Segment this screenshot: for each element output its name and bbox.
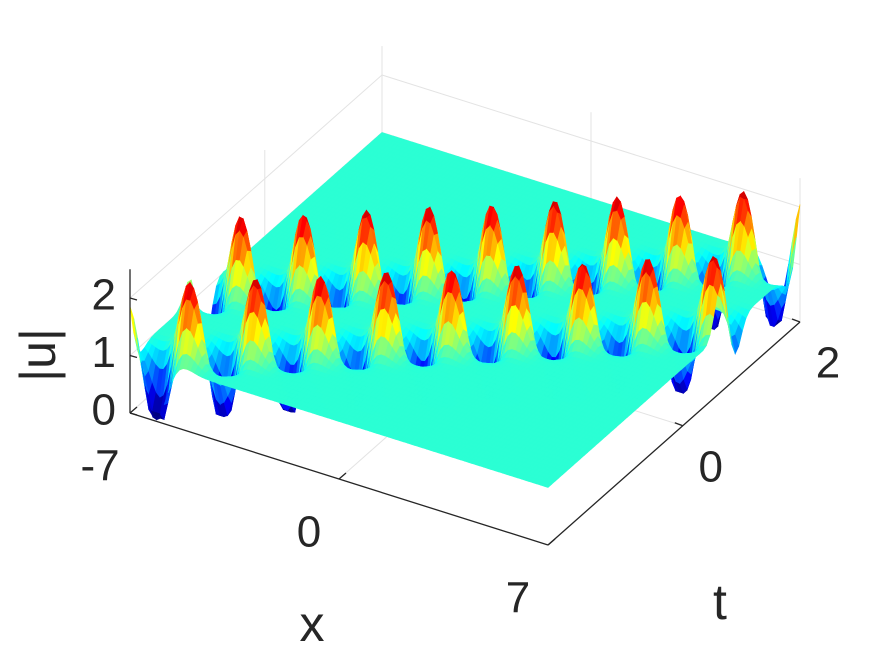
grid-line: [129, 74, 383, 299]
surface: [129, 132, 801, 488]
surface-patch: [792, 204, 801, 255]
